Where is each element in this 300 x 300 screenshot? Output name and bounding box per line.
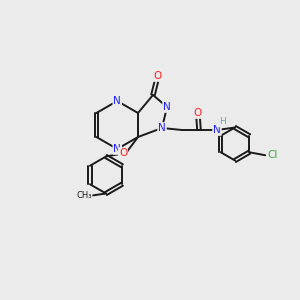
Text: Cl: Cl bbox=[267, 150, 278, 160]
Text: O: O bbox=[153, 71, 161, 81]
Text: N: N bbox=[113, 96, 121, 106]
Text: CH₃: CH₃ bbox=[76, 191, 92, 200]
Text: N: N bbox=[163, 102, 171, 112]
Text: N: N bbox=[158, 123, 166, 133]
Text: H: H bbox=[219, 118, 225, 127]
Text: N: N bbox=[213, 125, 221, 135]
Text: N: N bbox=[113, 144, 121, 154]
Text: O: O bbox=[119, 148, 127, 158]
Text: O: O bbox=[194, 108, 202, 118]
